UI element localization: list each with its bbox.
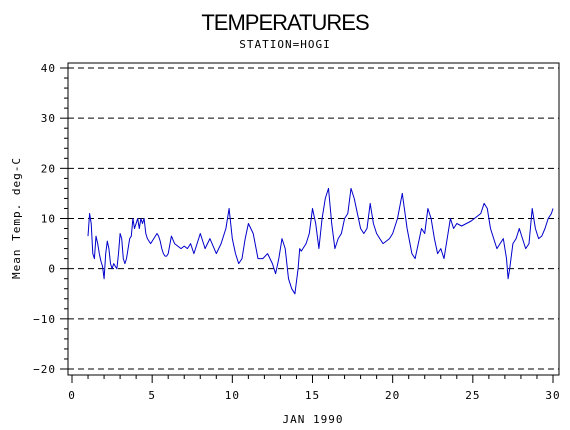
- x-tick-label: 30: [545, 389, 560, 402]
- chart-subtitle: STATION=HOGI: [239, 38, 330, 51]
- x-axis: 0 5 10 15 20 25 30: [68, 375, 560, 402]
- x-tick-label: 0: [68, 389, 76, 402]
- y-tick-label: 0: [48, 263, 56, 276]
- x-tick-label: 15: [305, 389, 320, 402]
- x-tick-label: 5: [148, 389, 156, 402]
- x-tick-label: 20: [385, 389, 400, 402]
- y-tick-label: −20: [33, 363, 56, 376]
- y-tick-label: 20: [41, 162, 56, 175]
- y-tick-label: 40: [41, 62, 56, 75]
- y-tick-label: 30: [41, 112, 56, 125]
- y-tick-label: −10: [33, 313, 56, 326]
- y-tick-label: 10: [41, 213, 56, 226]
- y-axis-label: Mean Temp. deg-C: [10, 157, 23, 279]
- gridlines: [68, 67, 559, 370]
- series-group: [87, 187, 554, 295]
- x-tick-label: 10: [225, 389, 240, 402]
- x-axis-label: JAN 1990: [283, 413, 344, 426]
- x-tick-label: 25: [465, 389, 480, 402]
- series-line: [87, 187, 554, 295]
- y-axis: −20 −10 0 10 20 30 40: [33, 62, 68, 376]
- chart-title: TEMPERATURES: [201, 10, 369, 35]
